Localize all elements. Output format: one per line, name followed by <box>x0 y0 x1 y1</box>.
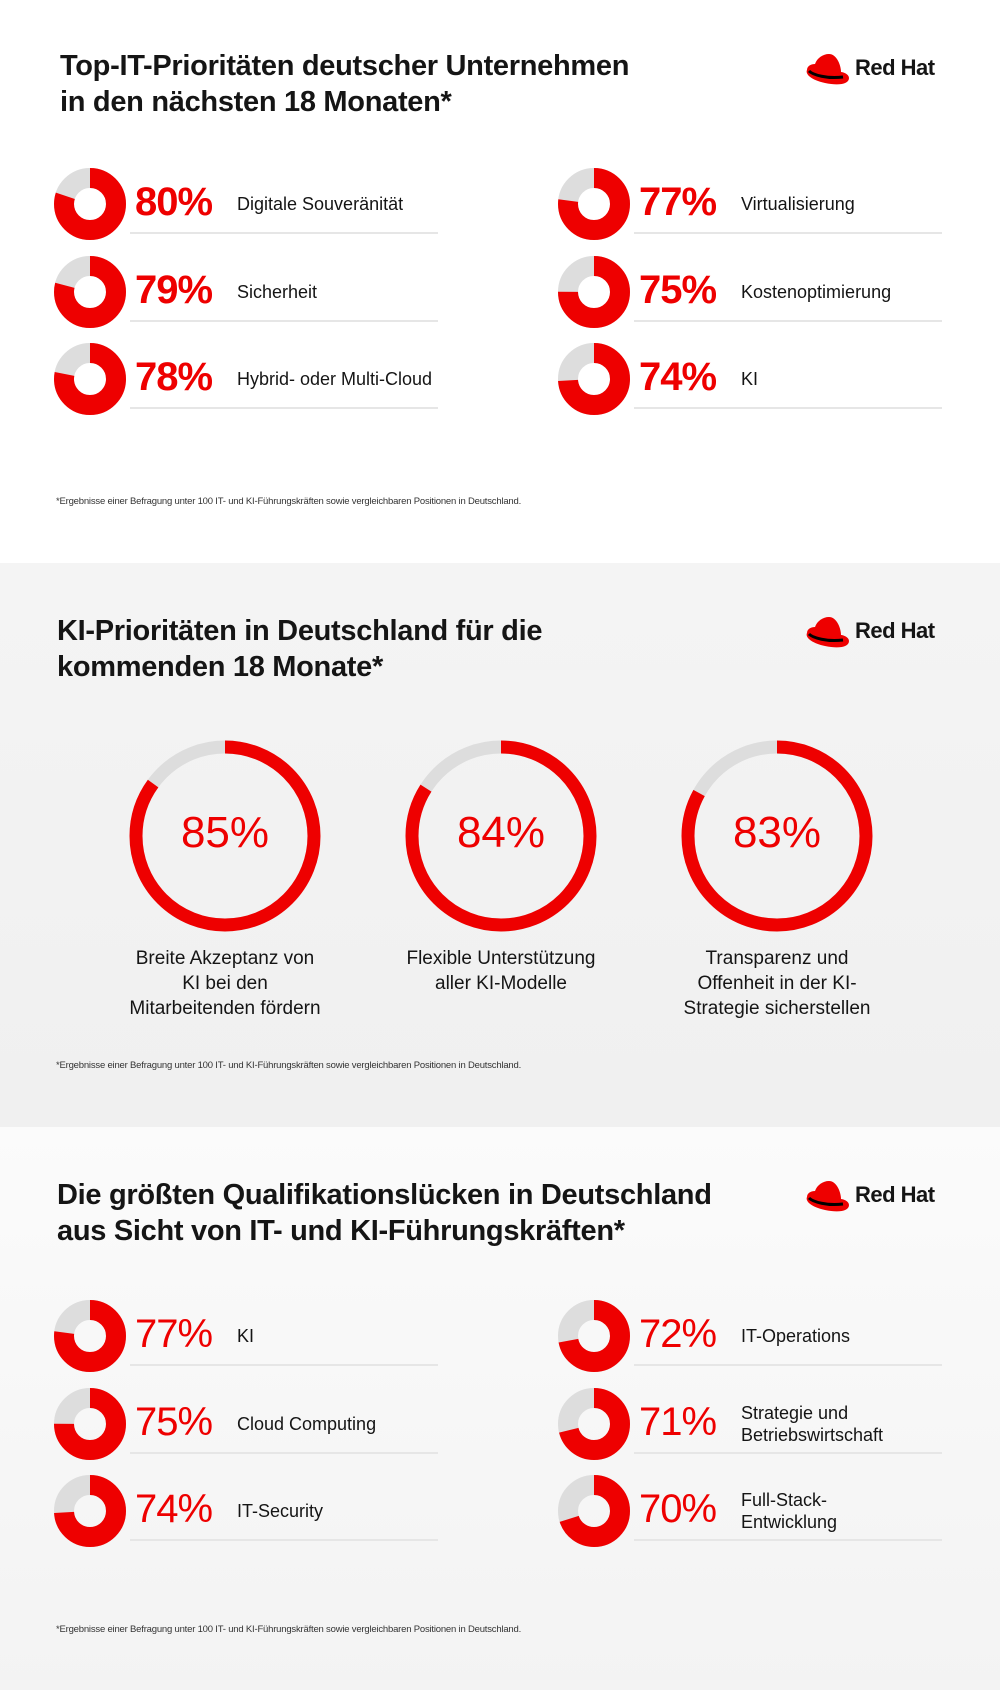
percentage: 85% <box>180 808 270 857</box>
red-hat-logo-icon <box>806 1181 849 1212</box>
logo-text: Red Hat <box>855 1182 935 1207</box>
donut-chart <box>681 740 873 932</box>
divider <box>634 1539 942 1541</box>
title-line: KI-Prioritäten in Deutschland für die <box>57 615 543 647</box>
divider <box>634 232 942 234</box>
divider <box>130 1539 438 1541</box>
donut-chart <box>558 343 630 415</box>
item-label: Kostenoptimierung <box>741 281 892 302</box>
footnote: *Ergebnisse einer Befragung unter 100 IT… <box>56 1624 522 1635</box>
percentage: 70% <box>639 1487 717 1531</box>
percentage: 80% <box>135 180 213 224</box>
percentage: 78% <box>135 355 213 399</box>
donut-chart <box>558 1300 630 1372</box>
item-label: IT-Operations <box>741 1326 851 1346</box>
percentage: 75% <box>135 1399 213 1444</box>
donut-value-arc <box>405 740 597 932</box>
red-hat-logo-icon <box>806 54 849 85</box>
item-label: IT-Security <box>237 1501 324 1521</box>
donut-chart <box>558 1475 630 1547</box>
percentage: 74% <box>135 1487 213 1531</box>
title-line: Top-IT-Prioritäten deutscher Unternehmen <box>60 50 630 82</box>
donut-chart <box>405 740 597 932</box>
donut-value-arc <box>54 255 126 328</box>
donut-value-arc <box>54 1475 126 1547</box>
item-label: KI <box>237 1326 255 1346</box>
divider <box>130 232 438 234</box>
divider <box>634 1451 942 1454</box>
red-hat-logo-icon <box>806 617 849 648</box>
logo-text: Red Hat <box>855 55 935 80</box>
item-label: Strategie und Betriebswirtschaft <box>741 1402 884 1445</box>
donut-value-arc <box>54 343 126 415</box>
donut-chart <box>558 255 630 328</box>
ai-priority-item: 85% Breite Akzeptanz von KI bei den Mitar… <box>105 738 345 1021</box>
donut-chart <box>54 168 126 240</box>
percentage: 75% <box>639 267 717 312</box>
item-label: Digitale Souveränität <box>237 194 404 214</box>
donut-chart <box>54 1300 126 1372</box>
donut-value-arc <box>129 740 321 932</box>
footnote: *Ergebnisse einer Befragung unter 100 IT… <box>56 496 522 507</box>
donut-value-arc <box>558 343 630 415</box>
item-label: Full-Stack-Entwicklung <box>741 1490 838 1532</box>
donut-value-arc <box>558 1387 630 1460</box>
percentage: 71% <box>639 1399 717 1444</box>
title-line: kommenden 18 Monate* <box>57 651 383 683</box>
logo-text: Red Hat <box>855 618 935 643</box>
ai-priority-item: 84% Flexible Unterstützung aller KI-Model… <box>381 738 621 996</box>
title-line: aus Sicht von IT- und KI-Führungskräften… <box>57 1215 625 1247</box>
donut-chart <box>558 168 630 240</box>
divider <box>634 319 942 322</box>
divider <box>634 407 942 409</box>
section-title: Top-IT-Prioritäten deutscher Unternehmen… <box>60 48 629 120</box>
percentage: 74% <box>639 355 717 399</box>
item-label: Sicherheit <box>237 281 318 302</box>
item-label: Breite Akzeptanz von KI bei den Mitarbei… <box>129 948 321 1019</box>
item-label: Virtualisierung <box>741 194 855 214</box>
item-label: KI <box>741 369 759 389</box>
divider <box>130 1364 438 1366</box>
donut-chart <box>54 1387 126 1460</box>
donut-chart <box>54 1475 126 1547</box>
donut-value-arc <box>681 740 873 932</box>
section-it-priorities: Top-IT-Prioritäten deutscher Unternehmen… <box>0 0 1000 563</box>
percentage: 83% <box>732 808 822 857</box>
section-title: Die größten Qualifikationslücken in Deut… <box>57 1177 712 1249</box>
divider <box>130 319 438 322</box>
item-label: Transparenz und Offenheit in der KI-Stra… <box>683 948 871 1019</box>
divider <box>130 407 438 409</box>
donut-chart <box>54 343 126 415</box>
section-title: KI-Prioritäten in Deutschland für die kom… <box>57 613 542 685</box>
donut-value-arc <box>54 1387 126 1460</box>
donut-value-arc <box>558 1475 630 1547</box>
donut-chart <box>558 1387 630 1460</box>
percentage: 84% <box>456 808 546 857</box>
divider <box>130 1451 438 1454</box>
section-ai-priorities: KI-Prioritäten in Deutschland für die kom… <box>0 563 1000 1127</box>
donut-value-arc <box>558 168 630 240</box>
percentage: 72% <box>639 1312 717 1356</box>
red-hat-logo: Red Hat <box>803 611 948 651</box>
divider <box>634 1364 942 1366</box>
title-line: in den nächsten 18 Monaten* <box>60 86 452 118</box>
footnote: *Ergebnisse einer Befragung unter 100 IT… <box>56 1060 522 1071</box>
percentage: 77% <box>135 1312 213 1356</box>
percentage: 79% <box>135 267 213 312</box>
donut-value-arc <box>54 1300 126 1372</box>
item-label: Cloud Computing <box>237 1413 377 1434</box>
donut-value-arc <box>558 1300 630 1372</box>
donut-chart <box>129 740 321 932</box>
donut-chart <box>54 255 126 328</box>
red-hat-logo: Red Hat <box>803 1175 948 1215</box>
item-label: Flexible Unterstützung aller KI-Modelle <box>406 948 596 994</box>
section-skill-gaps: Die größten Qualifikationslücken in Deut… <box>0 1127 1000 1690</box>
item-label: Hybrid- oder Multi-Cloud <box>237 369 433 389</box>
percentage: 77% <box>639 180 717 224</box>
ai-priority-item: 83% Transparenz und Offenheit in der KI-S… <box>657 738 897 1021</box>
donut-value-arc <box>54 168 126 240</box>
red-hat-logo: Red Hat <box>803 48 948 88</box>
title-line: Die größten Qualifikationslücken in Deut… <box>57 1179 712 1211</box>
donut-value-arc <box>558 255 630 328</box>
